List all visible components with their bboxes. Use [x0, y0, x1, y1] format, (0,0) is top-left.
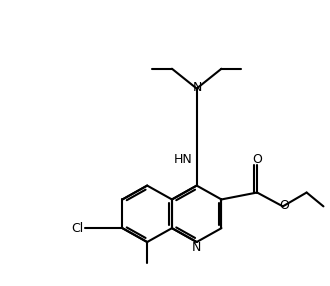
Text: O: O: [279, 199, 289, 212]
Text: N: N: [192, 241, 201, 255]
Text: HN: HN: [174, 153, 192, 166]
Text: Cl: Cl: [72, 222, 84, 235]
Text: N: N: [193, 81, 202, 94]
Text: O: O: [252, 153, 262, 166]
